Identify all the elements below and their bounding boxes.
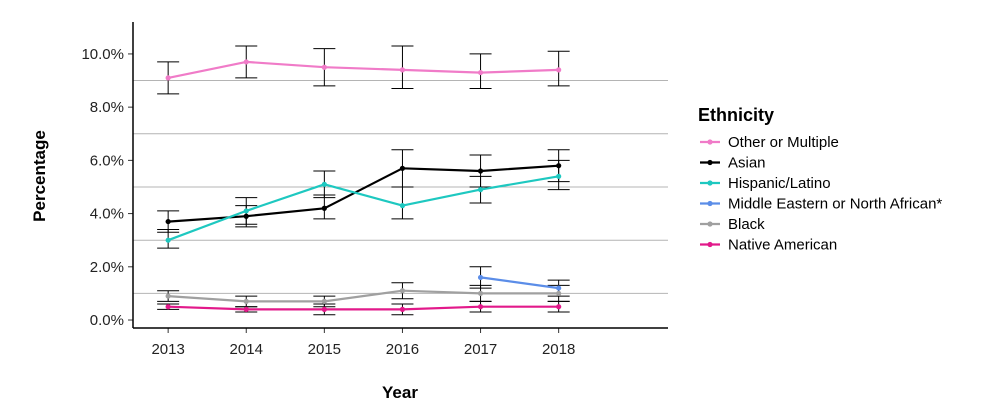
data-point	[556, 290, 562, 297]
data-point	[165, 293, 171, 299]
data-point	[556, 285, 562, 291]
y-axis-ticks: 0.0% 2.0% 4.0% 6.0% 8.0% 10.0%	[81, 46, 133, 329]
data-point	[243, 306, 249, 312]
data-point	[243, 213, 249, 219]
error-bars	[157, 45, 570, 316]
data-point	[243, 298, 249, 304]
data-point	[399, 288, 406, 294]
x-axis-ticks: 2013 2014 2015 2016 2017 2018	[151, 328, 575, 358]
data-point	[165, 75, 171, 81]
x-tick-label: 2016	[386, 341, 419, 358]
data-point	[477, 187, 484, 193]
data-point	[399, 165, 406, 171]
legend-label: Middle Eastern or North African*	[728, 196, 942, 213]
legend-key-point	[707, 241, 713, 248]
data-point	[321, 298, 327, 304]
data-point	[477, 69, 484, 76]
data-point	[243, 208, 249, 214]
y-tick-label: 8.0%	[90, 99, 124, 116]
data-point	[477, 168, 484, 174]
x-axis-title: Year	[382, 383, 418, 402]
legend-label: Other or Multiple	[728, 134, 839, 151]
data-point	[165, 237, 171, 243]
data-point	[556, 173, 562, 179]
data-point	[477, 274, 484, 281]
data-point	[321, 64, 327, 70]
y-tick-label: 6.0%	[90, 152, 124, 169]
legend-key-point	[707, 221, 713, 227]
x-tick-label: 2013	[151, 341, 184, 358]
x-tick-label: 2015	[308, 341, 341, 358]
legend-label: Hispanic/Latino	[728, 175, 831, 192]
data-point	[165, 304, 171, 310]
y-axis-title: Percentage	[30, 130, 49, 222]
axes	[132, 22, 668, 329]
y-tick-label: 2.0%	[90, 259, 124, 276]
data-point	[399, 67, 406, 73]
y-tick-label: 10.0%	[81, 46, 124, 63]
legend-key-point	[707, 159, 713, 166]
data-point	[399, 203, 406, 209]
data-point	[556, 67, 562, 73]
x-tick-label: 2014	[230, 341, 263, 358]
legend-key-point	[707, 139, 713, 145]
data-point	[321, 181, 327, 187]
series-line	[168, 305, 559, 311]
series-line	[168, 289, 559, 303]
legend-label: Black	[728, 216, 765, 233]
legend-key-point	[707, 180, 713, 186]
series-points	[165, 59, 562, 312]
data-point	[556, 304, 562, 310]
data-point	[399, 306, 406, 312]
data-point	[556, 163, 562, 169]
data-point	[321, 306, 327, 312]
y-tick-label: 4.0%	[90, 206, 124, 223]
legend-title: Ethnicity	[698, 105, 774, 125]
x-tick-label: 2017	[464, 341, 497, 358]
series-line	[167, 60, 559, 79]
y-tick-label: 0.0%	[90, 312, 124, 329]
legend-label: Native American	[728, 237, 837, 254]
data-point	[321, 205, 327, 211]
series-lines	[167, 60, 559, 311]
legend-label: Asian	[728, 155, 766, 172]
legend: Other or Multiple Asian Hispanic/Latino Mid…	[700, 134, 942, 254]
data-point	[477, 304, 484, 310]
data-point	[165, 218, 171, 225]
series-line	[167, 175, 559, 242]
series-line	[480, 276, 559, 290]
data-point	[243, 59, 249, 65]
data-point	[477, 290, 484, 297]
series-line	[168, 164, 559, 223]
legend-key-point	[707, 200, 713, 207]
x-tick-label: 2018	[542, 341, 575, 358]
